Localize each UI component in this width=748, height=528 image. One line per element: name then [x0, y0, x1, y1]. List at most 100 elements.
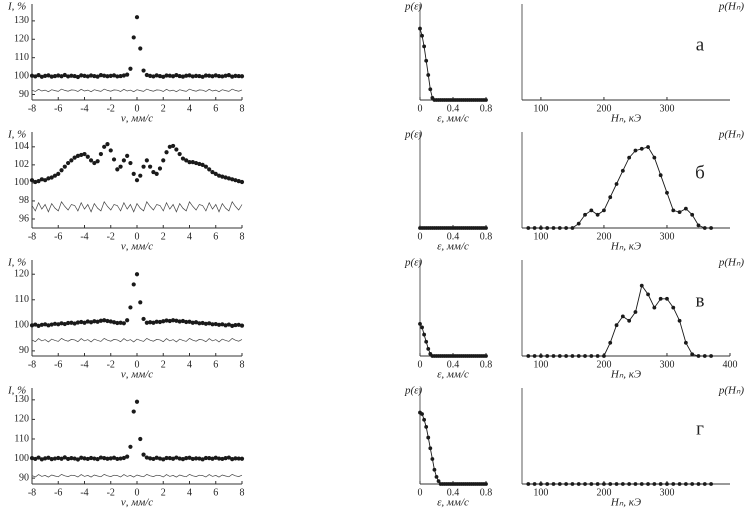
data-point	[690, 352, 695, 357]
data-point	[46, 176, 51, 181]
data-point	[29, 323, 35, 328]
x-axis-label: Hₙ, кЭ	[610, 497, 641, 509]
data-point	[128, 66, 133, 71]
data-point	[210, 322, 215, 327]
data-point	[484, 98, 488, 102]
data-point	[236, 456, 241, 461]
data-point	[532, 354, 537, 358]
data-point	[190, 320, 195, 325]
x-axis-label: ε, мм/с	[437, 241, 469, 253]
data-point	[187, 73, 192, 78]
y-axis-label: p(ε)	[404, 385, 422, 397]
y-tick-label: 98	[19, 195, 29, 206]
data-point	[180, 318, 186, 324]
data-point	[148, 320, 153, 325]
data-point	[230, 177, 235, 182]
data-point	[98, 151, 104, 157]
panel-label: б	[695, 162, 705, 183]
data-point	[207, 73, 212, 78]
x-tick-label: 6	[213, 487, 218, 498]
x-tick-label: 4	[187, 487, 192, 498]
data-point	[620, 314, 625, 319]
data-point	[125, 454, 130, 459]
data-point	[157, 73, 163, 79]
data-point	[226, 73, 231, 78]
data-point	[65, 320, 71, 326]
data-point	[33, 74, 38, 79]
data-point	[484, 354, 488, 358]
data-point	[121, 321, 126, 326]
data-point	[184, 456, 189, 461]
data-point	[614, 482, 619, 486]
data-point	[111, 157, 117, 162]
data-point	[570, 482, 575, 486]
data-point	[177, 319, 182, 324]
data-point	[170, 456, 176, 461]
x-tick-label: -2	[107, 103, 115, 114]
x-tick-label: 4	[187, 103, 192, 114]
data-point	[134, 178, 140, 183]
data-point	[151, 74, 156, 79]
data-point	[608, 482, 613, 486]
data-point	[193, 320, 199, 325]
data-point	[138, 436, 143, 442]
data-point	[69, 73, 74, 78]
data-point	[639, 283, 644, 288]
data-point	[105, 74, 110, 79]
data-point	[187, 160, 192, 165]
data-point	[98, 455, 104, 460]
data-point	[236, 73, 241, 79]
data-point	[98, 73, 104, 78]
data-point	[92, 319, 97, 324]
data-point	[677, 318, 682, 323]
data-point	[223, 323, 228, 328]
data-point	[131, 35, 136, 40]
data-point	[141, 452, 146, 457]
data-point	[39, 322, 44, 327]
x-tick-label: -2	[107, 487, 115, 498]
data-point	[532, 482, 537, 486]
x-tick-label: 0	[418, 487, 423, 498]
data-point	[79, 73, 84, 78]
x-tick-label: -8	[28, 487, 36, 498]
data-point	[154, 455, 159, 460]
data-point	[118, 456, 123, 461]
data-point	[220, 174, 225, 179]
y-tick-label: 120	[14, 414, 29, 425]
data-point	[52, 456, 58, 461]
data-point	[167, 73, 172, 78]
data-point	[82, 151, 87, 157]
x-tick-label: 200	[596, 103, 611, 114]
data-point	[164, 455, 169, 461]
data-point	[239, 179, 245, 185]
data-point	[233, 73, 238, 78]
data-point	[154, 73, 159, 78]
data-point	[65, 456, 71, 462]
data-point	[564, 482, 569, 486]
x-tick-label: 100	[533, 231, 548, 242]
data-point	[121, 158, 126, 163]
data-point	[422, 417, 427, 422]
data-point	[696, 482, 701, 486]
data-point	[207, 456, 212, 461]
data-point	[424, 339, 429, 344]
y-tick-label: 90	[19, 89, 29, 100]
data-point	[102, 318, 107, 323]
data-point	[200, 320, 205, 326]
x-tick-label: 6	[213, 103, 218, 114]
x-tick-label: 400	[723, 359, 738, 370]
data-point	[65, 74, 71, 79]
data-point	[157, 166, 163, 171]
data-point	[144, 158, 149, 163]
data-point	[69, 320, 74, 325]
data-point	[39, 457, 44, 462]
data-point	[62, 164, 67, 169]
data-point	[210, 456, 215, 461]
data-point	[33, 179, 38, 185]
distribution-line	[528, 284, 712, 357]
data-point	[200, 162, 205, 167]
data-point	[141, 316, 146, 322]
x-tick-label: 0.4	[447, 487, 460, 498]
y-axis-label: I, %	[7, 129, 26, 141]
